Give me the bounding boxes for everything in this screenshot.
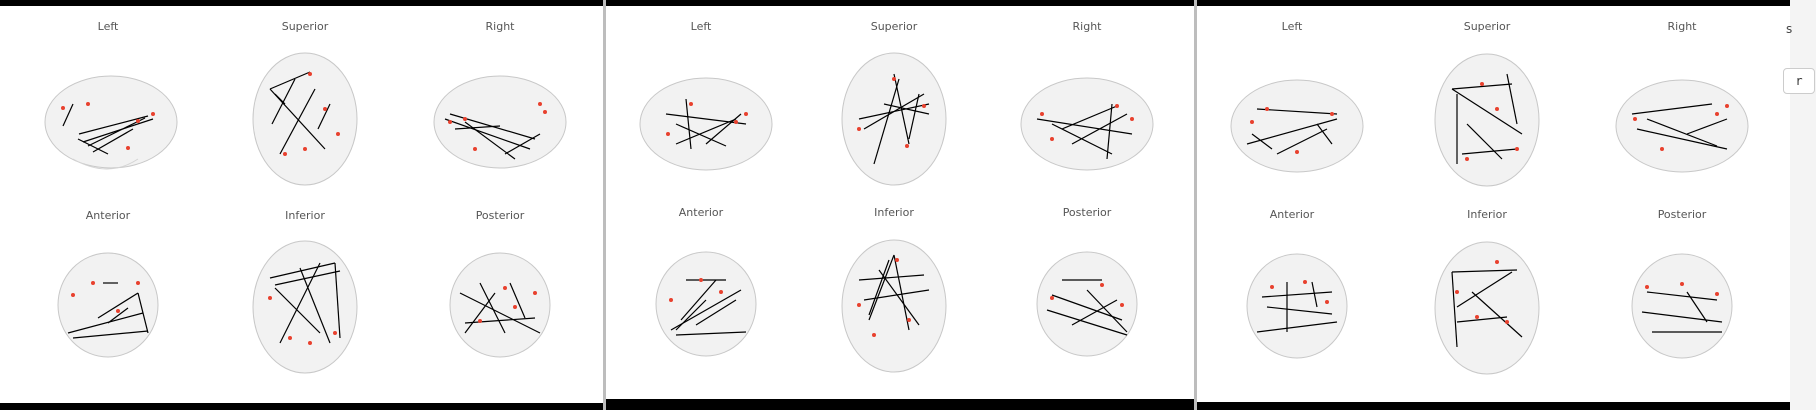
view-label: Superior	[281, 20, 329, 33]
view-label: Superior	[870, 20, 918, 33]
brain-right-view	[433, 75, 567, 169]
brain-posterior-view	[1631, 253, 1733, 359]
brain-posterior-view	[1036, 251, 1138, 357]
panel-bottom-border	[606, 399, 1194, 410]
brain-inferior-view	[841, 239, 947, 373]
panel-top-border	[0, 0, 606, 6]
view-inferior: Inferior	[210, 209, 400, 389]
view-superior: Superior	[799, 20, 989, 200]
view-superior: Superior	[1392, 20, 1582, 200]
view-right: Right	[1587, 20, 1777, 200]
view-label: Inferior	[1467, 208, 1507, 221]
panel-bottom-border	[0, 403, 606, 410]
panel-separator	[603, 0, 606, 410]
view-label: Inferior	[874, 206, 914, 219]
view-label: Right	[1072, 20, 1102, 33]
view-label: Anterior	[678, 206, 724, 219]
view-right: Right	[405, 20, 595, 200]
brain-superior-view	[1434, 53, 1540, 187]
view-posterior: Posterior	[992, 206, 1182, 386]
brain-anterior-view	[57, 252, 159, 358]
view-label: Posterior	[1062, 206, 1112, 219]
view-superior: Superior	[210, 20, 400, 200]
view-label: Posterior	[1657, 208, 1707, 221]
figure-panel-3: Left Superior Right	[1197, 0, 1790, 410]
view-left: Left	[1197, 20, 1387, 200]
brain-left-view	[44, 75, 178, 170]
view-anterior: Anterior	[13, 209, 203, 389]
view-label: Right	[485, 20, 515, 33]
brain-left-view	[1230, 79, 1364, 173]
view-right: Right	[992, 20, 1182, 200]
partial-button[interactable]: r	[1783, 68, 1815, 94]
view-label: Anterior	[1269, 208, 1315, 221]
view-label: Right	[1667, 20, 1697, 33]
brain-inferior-view	[1434, 241, 1540, 375]
panel-separator	[1194, 0, 1197, 410]
view-inferior: Inferior	[1392, 208, 1582, 388]
view-label: Left	[1281, 20, 1303, 33]
figure-panel-2: Left Superior Right	[606, 0, 1194, 410]
partial-text: s	[1786, 22, 1793, 36]
figure-panel-1: Left Superior Right	[0, 0, 606, 410]
view-left: Left	[606, 20, 796, 200]
brain-left-view	[639, 77, 773, 171]
brain-inferior-view	[252, 240, 358, 374]
view-inferior: Inferior	[799, 206, 989, 386]
brain-superior-view	[841, 52, 947, 186]
brain-superior-view	[252, 52, 358, 186]
view-label: Left	[690, 20, 712, 33]
view-label: Inferior	[285, 209, 325, 222]
panel-top-border	[606, 0, 1194, 6]
panel-top-border	[1197, 0, 1790, 6]
view-anterior: Anterior	[606, 206, 796, 386]
view-anterior: Anterior	[1197, 208, 1387, 388]
brain-posterior-view	[449, 252, 551, 358]
brain-anterior-view	[1246, 253, 1348, 359]
brain-anterior-view	[655, 251, 757, 357]
view-label: Posterior	[475, 209, 525, 222]
view-label: Superior	[1463, 20, 1511, 33]
view-label: Anterior	[85, 209, 131, 222]
brain-right-view	[1020, 77, 1154, 171]
view-posterior: Posterior	[405, 209, 595, 389]
view-left: Left	[13, 20, 203, 200]
view-posterior: Posterior	[1587, 208, 1777, 388]
panel-bottom-border	[1197, 402, 1790, 410]
view-label: Left	[97, 20, 119, 33]
brain-right-view	[1615, 79, 1749, 173]
